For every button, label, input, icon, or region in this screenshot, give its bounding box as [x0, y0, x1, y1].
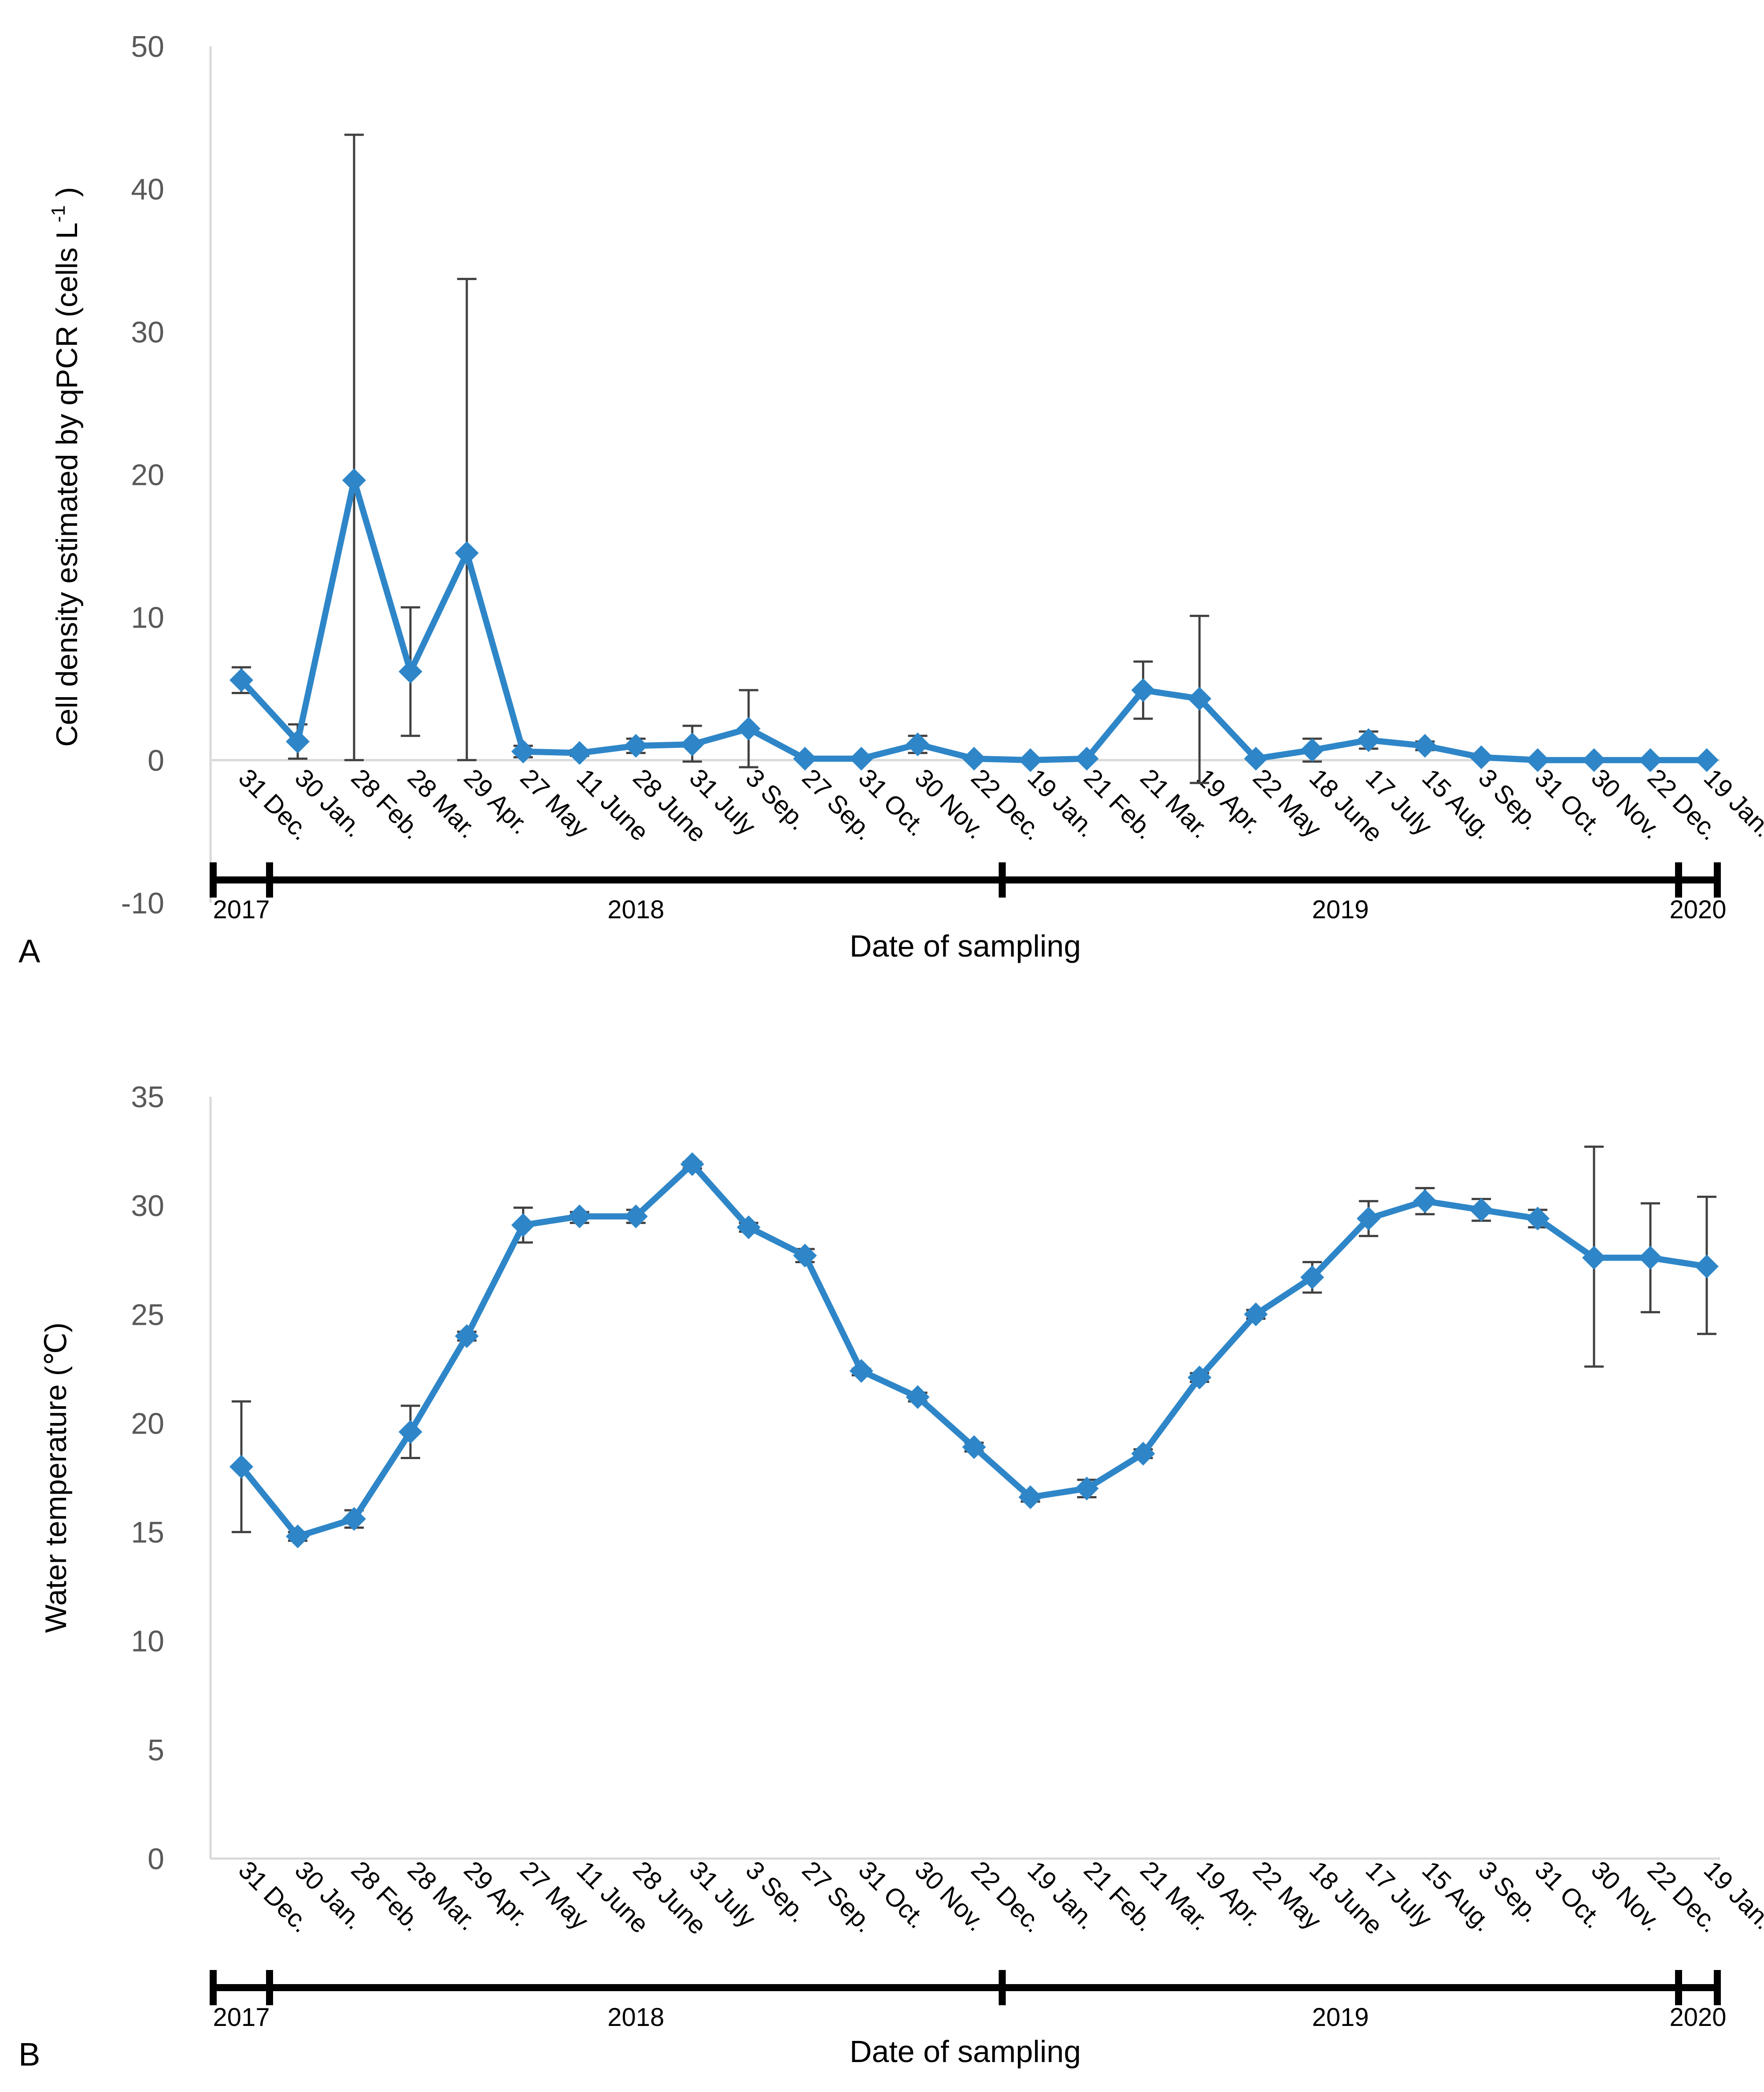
y-axis-title-end: ) [50, 187, 84, 205]
data-point [680, 1152, 704, 1176]
data-point [793, 1243, 817, 1268]
y-tick-label: 40 [131, 173, 164, 206]
data-point [1075, 1476, 1099, 1501]
data-point [624, 734, 648, 758]
data-point [849, 747, 873, 771]
year-label: 2018 [607, 895, 664, 924]
year-label: 2020 [1669, 895, 1726, 924]
panel-label: A [18, 933, 41, 969]
data-point [567, 741, 592, 765]
y-axis-title-main: Cell density estimated by qPCR (cells L [50, 222, 84, 747]
y-tick-label: 10 [131, 1625, 164, 1658]
data-point [285, 1524, 310, 1549]
data-point [229, 668, 253, 692]
year-label: 2017 [213, 895, 270, 924]
y-tick-label: 20 [131, 1407, 164, 1440]
y-tick-label: 35 [131, 1080, 164, 1114]
y-tick-label: 15 [131, 1516, 164, 1549]
data-point [736, 717, 761, 741]
panel-label: B [18, 2036, 40, 2073]
data-point [1131, 1441, 1155, 1466]
data-point [398, 1420, 422, 1444]
year-label: 2020 [1669, 2003, 1726, 2032]
x-axis-title: Date of sampling [850, 929, 1081, 963]
data-point [1582, 1246, 1606, 1270]
year-label: 2019 [1312, 2003, 1369, 2032]
year-label: 2017 [213, 2003, 270, 2032]
data-point [1695, 1254, 1719, 1279]
data-point [1300, 738, 1324, 762]
data-point [680, 732, 704, 757]
data-point [1638, 748, 1663, 772]
data-point [1695, 748, 1719, 772]
data-point [1018, 748, 1043, 772]
y-tick-label: -10 [121, 887, 164, 920]
y-axis-title: Water temperature (℃) [39, 1323, 73, 1633]
data-point [567, 1204, 592, 1228]
y-tick-label: 25 [131, 1298, 164, 1331]
year-label: 2018 [607, 2003, 664, 2032]
data-point [1244, 747, 1268, 771]
data-point [1357, 728, 1381, 752]
data-point [511, 739, 535, 764]
data-point [624, 1204, 648, 1228]
data-point [1413, 734, 1437, 758]
data-point [1582, 748, 1606, 772]
y-tick-label: 30 [131, 1189, 164, 1223]
data-point [906, 732, 930, 757]
data-point [1469, 745, 1494, 769]
data-point [455, 541, 479, 565]
data-point [342, 468, 366, 492]
y-tick-label: 30 [131, 315, 164, 349]
data-point [962, 1435, 986, 1459]
data-point [398, 659, 422, 684]
data-point [455, 1324, 479, 1348]
data-point [1300, 1265, 1324, 1290]
data-point [1244, 1302, 1268, 1327]
y-tick-label: 50 [131, 30, 164, 63]
data-point [793, 747, 817, 771]
data-point [1469, 1198, 1494, 1222]
data-point [1131, 678, 1155, 702]
data-point [342, 1507, 366, 1531]
data-point [906, 1385, 930, 1409]
data-point [285, 729, 310, 754]
y-tick-label: 0 [148, 744, 164, 777]
data-point [1526, 748, 1550, 772]
data-point [1075, 747, 1099, 771]
data-point [511, 1213, 535, 1237]
year-label: 2019 [1312, 895, 1369, 924]
data-point [1413, 1189, 1437, 1213]
y-tick-label: 20 [131, 458, 164, 492]
data-point [1187, 1365, 1212, 1390]
y-axis-title: Cell density estimated by qPCR (cells L-… [48, 187, 84, 747]
data-point [229, 1455, 253, 1479]
data-point [1018, 1485, 1043, 1509]
series-line [239, 477, 1707, 763]
y-axis-title-main: Water temperature (℃) [39, 1323, 73, 1633]
y-tick-label: 5 [148, 1733, 164, 1767]
data-point [736, 1215, 761, 1239]
y-tick-label: 10 [131, 601, 164, 635]
data-point [1638, 1246, 1663, 1270]
data-point [1187, 687, 1212, 711]
data-point [849, 1359, 873, 1383]
y-axis-title-superscript: -1 [48, 205, 69, 222]
data-point [962, 747, 986, 771]
x-axis-title: Date of sampling [850, 2034, 1081, 2069]
data-point [1357, 1206, 1381, 1231]
y-tick-label: 0 [148, 1842, 164, 1876]
data-point [1526, 1206, 1550, 1231]
